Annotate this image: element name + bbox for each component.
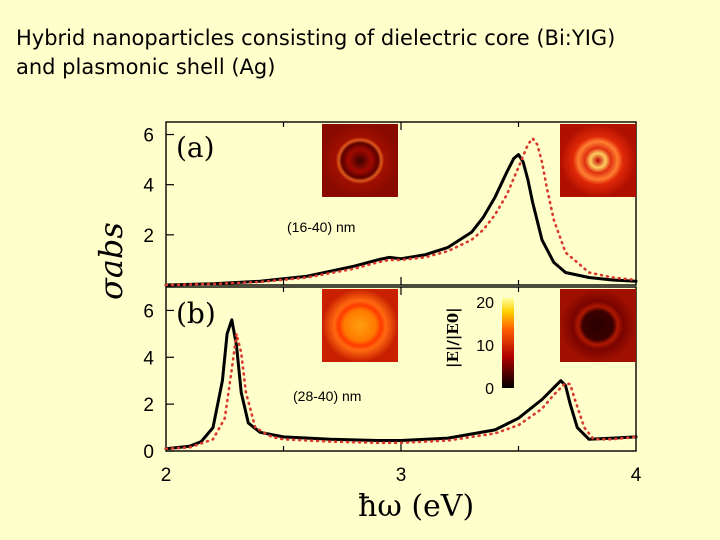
panel-a-size-annotation: (16-40) nm <box>287 219 355 235</box>
y-tick-label: 4 <box>143 176 154 197</box>
colorbar-tick-label: 10 <box>476 338 494 355</box>
y-tick-label: 6 <box>143 126 154 147</box>
y-tick-label: 6 <box>143 301 154 322</box>
panel-a-label: (a) <box>176 131 215 164</box>
colorbar-tick-label: 20 <box>476 295 494 312</box>
x-tick-label: 2 <box>161 465 172 486</box>
title-line-2: and plasmonic shell (Ag) <box>16 55 276 79</box>
panel-b-size-annotation: (28-40) nm <box>293 388 361 404</box>
y-tick-label: 0 <box>143 442 154 463</box>
x-tick-label: 4 <box>631 465 642 486</box>
y-tick-label: 2 <box>143 226 154 247</box>
field-map-shell-glow <box>560 124 636 197</box>
field-map-bright-core <box>322 289 398 362</box>
colorbar: 0 10 20 |E|/|E0| <box>444 295 514 398</box>
colorbar-tick-label: 0 <box>485 381 494 398</box>
panel-a-x-ticks <box>282 122 520 285</box>
dotted-series-line <box>164 137 638 287</box>
panel-a-y-ticks: 2 4 6 <box>143 126 174 247</box>
field-map-core-ring <box>322 124 398 197</box>
y-axis-label: σabs <box>92 222 130 300</box>
title-line-1: Hybrid nanoparticles consisting of diele… <box>16 26 616 50</box>
panel-b-y-ticks: 0 2 4 6 <box>143 301 174 463</box>
slide-title: Hybrid nanoparticles consisting of diele… <box>16 24 716 82</box>
solid-series-line <box>164 318 638 451</box>
panel-b-label: (b) <box>176 297 216 330</box>
x-axis-label: ħω (eV) <box>358 489 474 524</box>
colorbar-gradient <box>502 298 514 388</box>
panel-a-series <box>164 137 638 287</box>
panel-b-x-ticks: 2 3 4 <box>161 287 642 486</box>
field-map-dark-core <box>560 289 636 362</box>
panel-a: 2 4 6 (a) (16-40) nm <box>143 121 638 287</box>
x-tick-label: 3 <box>396 465 407 486</box>
solid-series-line <box>164 153 638 287</box>
panel-b-series <box>164 318 638 451</box>
colorbar-ticks: 0 10 20 <box>476 295 494 398</box>
dotted-series-line <box>164 332 638 450</box>
y-tick-label: 2 <box>143 395 154 416</box>
y-tick-label: 4 <box>143 348 154 369</box>
colorbar-label: |E|/|E0| <box>444 307 462 368</box>
